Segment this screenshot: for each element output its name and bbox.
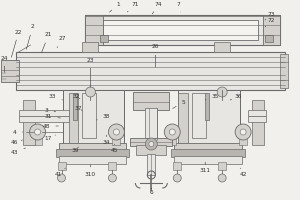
Text: 72: 72 — [265, 19, 275, 27]
Bar — [16, 52, 285, 90]
Text: 38: 38 — [96, 114, 110, 120]
Bar — [134, 92, 169, 110]
Circle shape — [240, 129, 246, 135]
Bar — [178, 93, 188, 145]
Text: 17: 17 — [45, 135, 56, 140]
Text: 35: 35 — [205, 95, 219, 100]
Bar — [130, 138, 172, 146]
Text: 21: 21 — [42, 32, 52, 52]
Bar — [56, 149, 129, 157]
Circle shape — [30, 124, 46, 140]
Bar — [34, 128, 42, 136]
Circle shape — [235, 124, 251, 140]
Text: 24: 24 — [1, 55, 8, 72]
Bar — [112, 135, 120, 145]
Bar — [58, 156, 126, 164]
Circle shape — [113, 129, 119, 135]
Text: 74: 74 — [152, 1, 162, 14]
Text: 32: 32 — [73, 95, 80, 99]
Bar — [218, 162, 226, 170]
Text: 23: 23 — [87, 58, 94, 87]
Bar — [19, 110, 68, 116]
Circle shape — [169, 129, 175, 135]
Bar — [263, 15, 280, 45]
Text: 48: 48 — [43, 123, 58, 129]
Bar — [147, 154, 155, 175]
Text: 310: 310 — [85, 165, 96, 178]
Text: 71: 71 — [127, 1, 139, 12]
Bar — [248, 110, 266, 116]
Bar — [168, 135, 176, 145]
Circle shape — [58, 174, 65, 182]
Circle shape — [34, 129, 40, 135]
Text: 43: 43 — [11, 148, 26, 154]
Circle shape — [173, 174, 181, 182]
Text: 7: 7 — [176, 1, 180, 12]
Bar — [265, 35, 273, 42]
Bar — [82, 93, 96, 138]
Text: 39: 39 — [72, 147, 79, 152]
Bar — [192, 93, 206, 138]
Circle shape — [108, 124, 124, 140]
Bar — [173, 162, 181, 170]
Bar — [280, 54, 288, 88]
Text: 45: 45 — [111, 144, 118, 152]
Text: 5: 5 — [172, 99, 185, 109]
Bar — [174, 156, 242, 164]
Bar — [214, 42, 230, 52]
Text: 4: 4 — [13, 130, 22, 134]
Bar — [22, 100, 34, 145]
Bar — [171, 149, 245, 157]
Text: 46: 46 — [11, 140, 22, 144]
Bar — [19, 116, 68, 122]
Text: 34: 34 — [103, 135, 110, 144]
Text: 3: 3 — [45, 108, 56, 112]
Bar — [145, 108, 157, 140]
Text: 6: 6 — [149, 188, 153, 194]
Bar — [82, 42, 98, 52]
Text: 73: 73 — [265, 11, 275, 20]
Text: 311: 311 — [200, 162, 211, 172]
Text: 31: 31 — [45, 114, 61, 119]
Bar — [103, 20, 258, 40]
Bar — [205, 93, 209, 120]
Bar — [74, 93, 77, 120]
Bar — [100, 35, 108, 42]
Bar — [58, 162, 65, 170]
Circle shape — [217, 87, 227, 97]
Bar — [112, 128, 120, 136]
Circle shape — [218, 174, 226, 182]
Circle shape — [149, 142, 154, 146]
Text: 33: 33 — [49, 95, 62, 100]
Bar — [34, 135, 42, 145]
Text: 27: 27 — [57, 36, 66, 48]
Bar — [68, 93, 79, 145]
Bar — [85, 15, 280, 45]
Text: 42: 42 — [239, 168, 247, 176]
Text: 41: 41 — [55, 168, 65, 176]
Bar — [85, 15, 103, 45]
Circle shape — [145, 138, 157, 150]
Text: 37: 37 — [75, 106, 82, 110]
Bar — [136, 145, 166, 155]
Circle shape — [108, 174, 116, 182]
Bar — [174, 143, 242, 150]
Text: 22: 22 — [11, 29, 22, 57]
Text: 2: 2 — [26, 24, 34, 49]
Text: 36: 36 — [230, 95, 242, 100]
Bar — [248, 116, 266, 122]
Bar — [108, 162, 116, 170]
Bar — [252, 100, 264, 145]
Bar — [58, 143, 126, 150]
Bar — [239, 135, 247, 145]
Text: 26: 26 — [152, 45, 159, 67]
Circle shape — [164, 124, 180, 140]
Circle shape — [85, 87, 95, 97]
Bar — [178, 90, 240, 145]
Bar — [62, 90, 124, 145]
Bar — [1, 60, 19, 82]
Text: 1: 1 — [110, 1, 120, 12]
